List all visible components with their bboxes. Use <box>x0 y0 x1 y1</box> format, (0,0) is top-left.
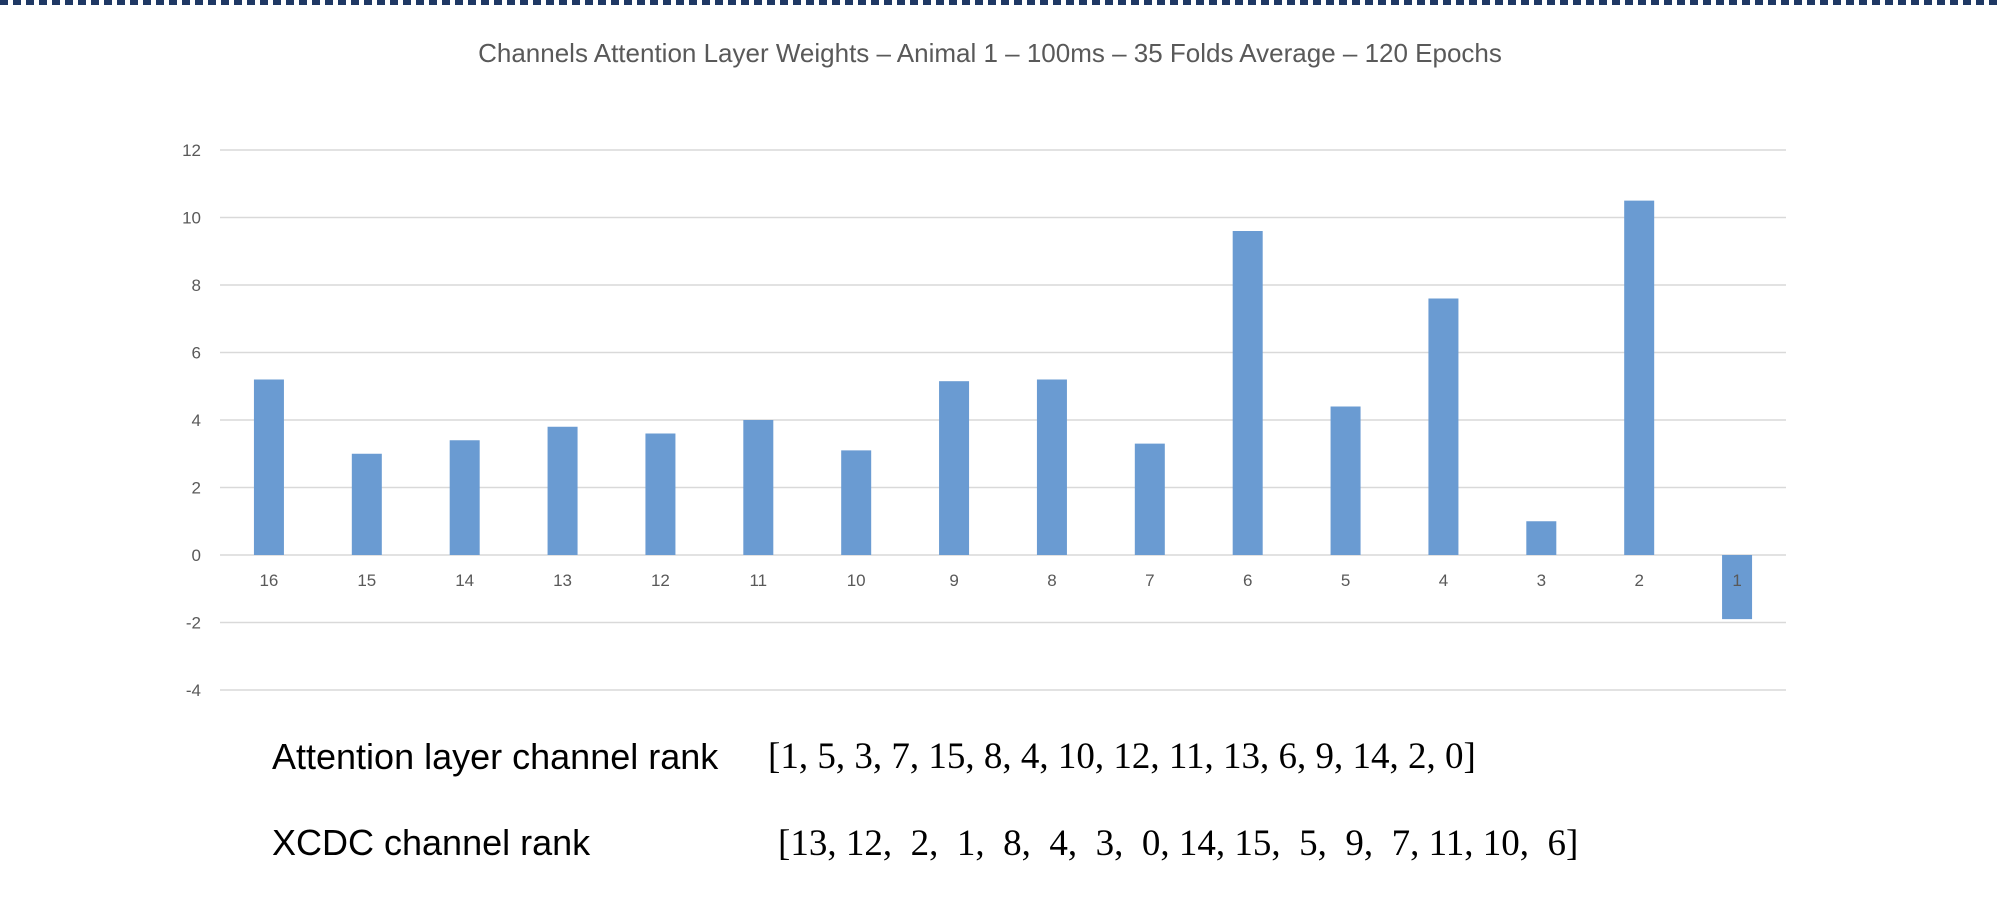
attention-rank-label: Attention layer channel rank <box>272 736 719 777</box>
bar-channel-15 <box>351 453 382 555</box>
x-tick-label: 6 <box>1243 571 1252 590</box>
x-tick-label: 15 <box>357 571 376 590</box>
bar-channel-2 <box>1624 200 1655 555</box>
bar-channel-11 <box>743 420 774 555</box>
bar-channel-16 <box>253 379 284 555</box>
bar-channel-7 <box>1134 443 1165 555</box>
attention-rank-values: [1, 5, 3, 7, 15, 8, 4, 10, 12, 11, 13, 6… <box>768 736 1476 777</box>
x-tick-label: 8 <box>1047 571 1056 590</box>
x-tick-label: 3 <box>1537 571 1546 590</box>
x-tick-label: 4 <box>1439 571 1448 590</box>
x-tick-label: 11 <box>749 571 767 590</box>
xcdc-rank-values: [13, 12, 2, 1, 8, 4, 3, 0, 14, 15, 5, 9,… <box>778 823 1579 864</box>
bar-channel-1 <box>1722 555 1753 620</box>
xcdc-rank-label: XCDC channel rank <box>272 822 591 863</box>
bar-channel-5 <box>1330 406 1361 555</box>
bar-channel-8 <box>1036 379 1067 555</box>
x-tick-label: 1 <box>1732 571 1741 590</box>
bars <box>253 200 1753 620</box>
x-tick-label: 7 <box>1145 571 1154 590</box>
chart-title: Channels Attention Layer Weights – Anima… <box>478 38 1502 68</box>
bar-channel-4 <box>1428 298 1459 555</box>
x-tick-label: 14 <box>455 571 474 590</box>
x-tick-label: 13 <box>553 571 572 590</box>
y-tick-label: -2 <box>186 614 201 633</box>
bar-channel-10 <box>841 450 872 555</box>
x-tick-label: 16 <box>259 571 278 590</box>
y-tick-label: 12 <box>182 141 201 160</box>
x-tick-label: 5 <box>1341 571 1350 590</box>
x-tick-label: 12 <box>651 571 670 590</box>
gridlines <box>220 149 1786 691</box>
bar-channel-9 <box>939 381 970 555</box>
y-tick-label: 8 <box>192 276 201 295</box>
x-tick-label: 2 <box>1634 571 1643 590</box>
bar-channel-14 <box>449 440 480 555</box>
y-tick-label: 4 <box>192 411 201 430</box>
bar-channel-13 <box>547 426 578 555</box>
y-tick-label: 0 <box>192 546 201 565</box>
x-tick-label: 9 <box>949 571 958 590</box>
y-tick-label: 10 <box>182 209 201 228</box>
y-tick-label: 6 <box>192 344 201 363</box>
bar-channel-3 <box>1526 521 1557 555</box>
x-tick-label: 10 <box>847 571 866 590</box>
y-tick-label: 2 <box>192 479 201 498</box>
y-tick-label: -4 <box>186 681 201 700</box>
x-axis-ticks: 16 15 14 13 12 11 10 9 8 7 6 5 4 3 2 1 <box>259 571 1741 590</box>
dashed-top-border <box>0 0 2000 5</box>
bar-channel-6 <box>1232 231 1263 555</box>
y-axis-ticks: 12 10 8 6 4 2 0 -2 -4 <box>182 141 201 700</box>
bar-channel-12 <box>645 433 676 555</box>
